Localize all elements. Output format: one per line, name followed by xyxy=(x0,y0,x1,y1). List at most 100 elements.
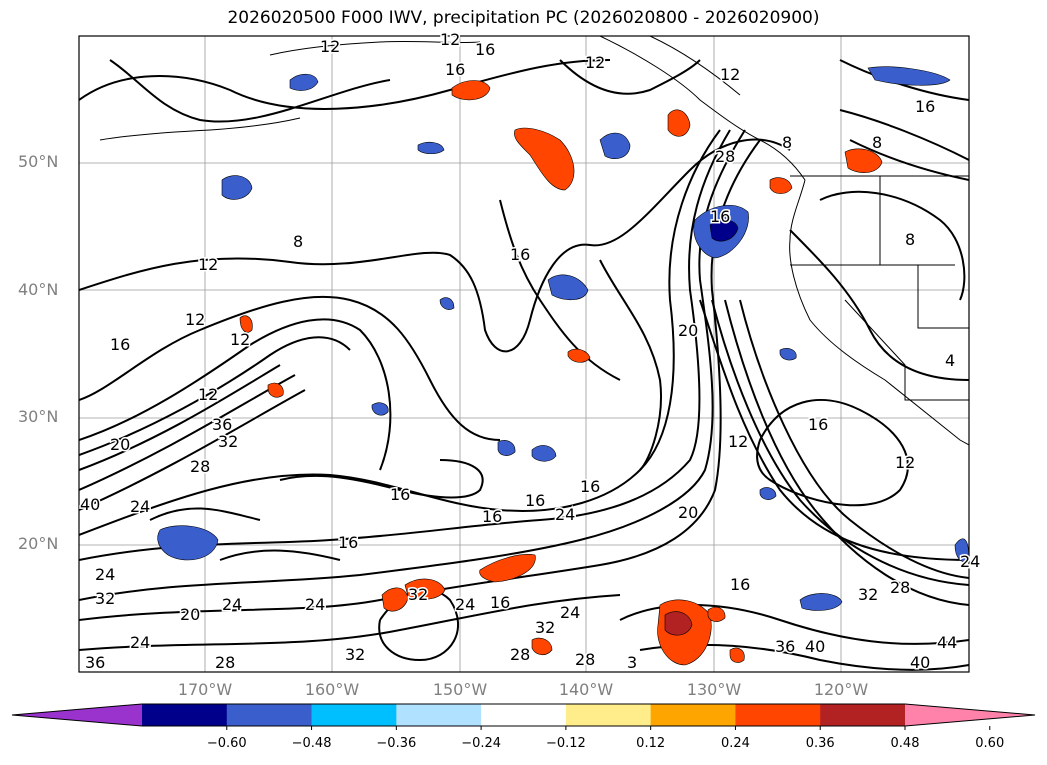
contour-label: 16 xyxy=(915,97,935,116)
lat-label: 30°N xyxy=(18,407,59,426)
contour-label: 20 xyxy=(180,605,200,624)
colorbar-tick-label: 0.36 xyxy=(805,736,835,751)
contour-label: 24 xyxy=(560,603,580,622)
colorbar-segment xyxy=(396,704,482,726)
contour-label: 16 xyxy=(580,477,600,496)
colorbar-tick-label: 0.24 xyxy=(720,736,750,751)
contour-label: 16 xyxy=(710,207,730,226)
contour-label: 12 xyxy=(585,53,605,72)
contour-label: 12 xyxy=(230,330,250,349)
contour-label: 44 xyxy=(937,633,957,652)
colorbar-tick-label: 0.12 xyxy=(636,736,666,751)
contour-label: 32 xyxy=(218,432,238,451)
graticule xyxy=(79,36,969,672)
colorbar-extend-high xyxy=(905,704,1035,726)
colorbar-segment xyxy=(142,704,228,726)
contour-label: 16 xyxy=(110,335,130,354)
precip-anomalies xyxy=(157,66,969,666)
contour-label: 20 xyxy=(678,321,698,340)
lon-label: 140°W xyxy=(558,680,614,699)
contour-label: 16 xyxy=(490,593,510,612)
contour-label: 40 xyxy=(910,653,930,672)
contour-label: 12 xyxy=(198,385,218,404)
contour-label: 8 xyxy=(293,232,303,251)
contour-label: 8 xyxy=(872,133,882,152)
contour-label: 20 xyxy=(678,503,698,522)
contour-label: 16 xyxy=(445,60,465,79)
contour-label: 24 xyxy=(130,497,150,516)
lat-label: 50°N xyxy=(18,152,59,171)
contour-label: 36 xyxy=(85,653,105,672)
colorbar-segment xyxy=(820,704,906,726)
lon-label: 160°W xyxy=(304,680,360,699)
colorbar-tick-label: 0.48 xyxy=(890,736,920,751)
map-area xyxy=(79,36,969,672)
colorbar-segment xyxy=(565,704,652,726)
contour-label: 28 xyxy=(215,653,235,672)
contour-label: 24 xyxy=(305,595,325,614)
contour-label: 8 xyxy=(905,230,915,249)
contour-label: 32 xyxy=(95,589,115,608)
contour-label: 32 xyxy=(345,645,365,664)
contour-label: 16 xyxy=(730,575,750,594)
contour-label: 16 xyxy=(525,491,545,510)
coastlines xyxy=(99,36,969,446)
contour-label: 4 xyxy=(945,351,955,370)
contour-label: 28 xyxy=(715,147,735,166)
contour-label: 36 xyxy=(775,637,795,656)
contour-label: 16 xyxy=(475,40,495,59)
colorbar-tick-label: −0.24 xyxy=(461,736,502,751)
contour-label: 32 xyxy=(858,585,878,604)
contour-label: 12 xyxy=(895,453,915,472)
contour-label: 16 xyxy=(510,245,530,264)
contour-label: 28 xyxy=(510,645,530,664)
contour-label: 12 xyxy=(198,255,218,274)
contour-label: 20 xyxy=(110,435,130,454)
contour-label: 24 xyxy=(130,633,150,652)
contour-label: 24 xyxy=(960,552,980,571)
colorbar-outline xyxy=(11,703,1036,727)
contour-label: 28 xyxy=(575,650,595,669)
contour-label: 40 xyxy=(80,495,100,514)
contour-label: 16 xyxy=(482,507,502,526)
colorbar-segment xyxy=(481,704,567,726)
contour-label: 24 xyxy=(455,595,475,614)
contour-label: 24 xyxy=(555,505,575,524)
lon-label: 120°W xyxy=(813,680,869,699)
colorbar-tick-label: −0.12 xyxy=(545,736,586,751)
contour-label: 28 xyxy=(890,578,910,597)
colorbar-tick-label: −0.60 xyxy=(206,736,247,751)
contour-label: 12 xyxy=(320,37,340,56)
contour-label: 16 xyxy=(390,485,410,504)
contour-label: 12 xyxy=(185,310,205,329)
contour-label: 8 xyxy=(782,133,792,152)
contour-label: 40 xyxy=(805,637,825,656)
contour-label: 12 xyxy=(720,65,740,84)
colorbar-segment xyxy=(226,704,313,726)
contour-label: 16 xyxy=(338,533,358,552)
colorbar-tick-label: 0.60 xyxy=(975,736,1005,751)
colorbar-tick-label: −0.48 xyxy=(291,736,332,751)
colorbar-tick-label: −0.36 xyxy=(376,736,417,751)
contour-label: 32 xyxy=(535,618,555,637)
contour-label: 16 xyxy=(808,415,828,434)
contour-label: 24 xyxy=(222,595,242,614)
lon-label: 150°W xyxy=(432,680,488,699)
lon-label: 170°W xyxy=(177,680,233,699)
contour-label: 28 xyxy=(190,457,210,476)
colorbar-segment xyxy=(311,704,397,726)
colorbar xyxy=(11,703,1036,730)
contour-label: 3 xyxy=(627,653,637,672)
contour-label: 24 xyxy=(95,565,115,584)
lon-label: 130°W xyxy=(686,680,742,699)
lat-label: 20°N xyxy=(18,534,59,553)
colorbar-segment xyxy=(650,704,736,726)
contour-label: 36 xyxy=(212,415,232,434)
map-frame xyxy=(78,35,970,673)
contour-label: 12 xyxy=(440,30,460,49)
contour-label: 32 xyxy=(408,585,428,604)
lat-label: 40°N xyxy=(18,280,59,299)
map-title: 2026020500 F000 IWV, precipitation PC (2… xyxy=(227,8,820,28)
